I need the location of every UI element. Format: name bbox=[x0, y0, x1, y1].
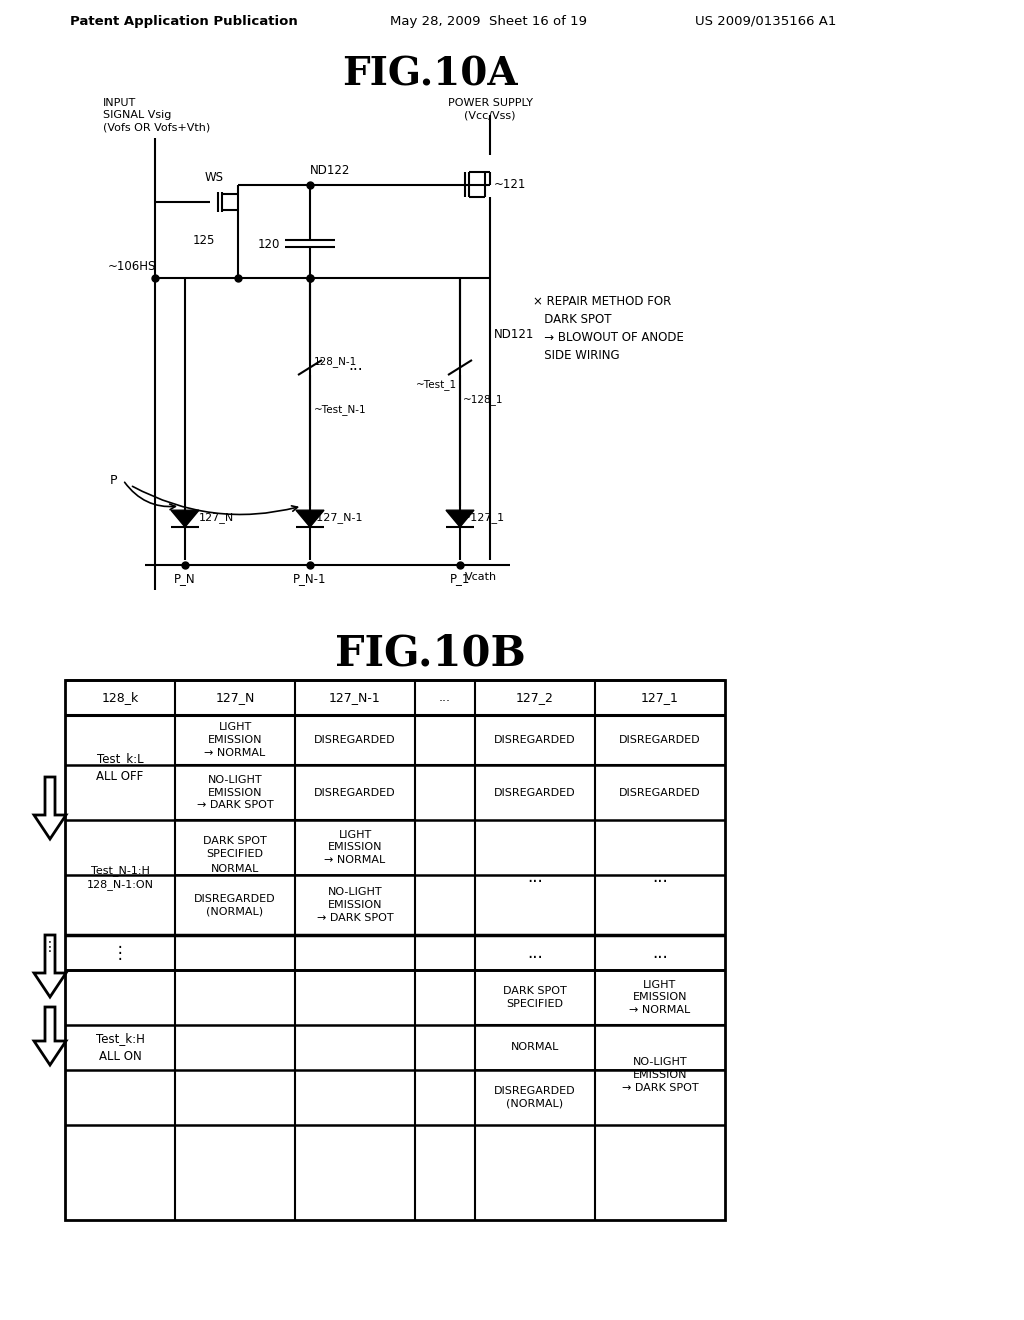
Text: ~127_1: ~127_1 bbox=[462, 512, 505, 524]
Text: DARK SPOT
SPECIFIED: DARK SPOT SPECIFIED bbox=[503, 986, 567, 1008]
Text: NORMAL: NORMAL bbox=[211, 865, 259, 874]
Text: ...: ... bbox=[527, 869, 543, 887]
Text: 127_1: 127_1 bbox=[641, 690, 679, 704]
Text: P: P bbox=[110, 474, 118, 487]
Text: 127_2: 127_2 bbox=[516, 690, 554, 704]
Text: Patent Application Publication: Patent Application Publication bbox=[70, 15, 298, 28]
Text: 128_k: 128_k bbox=[101, 690, 138, 704]
Text: P_N: P_N bbox=[174, 572, 196, 585]
Text: P_N-1: P_N-1 bbox=[293, 572, 327, 585]
Polygon shape bbox=[171, 511, 199, 527]
Text: × REPAIR METHOD FOR
   DARK SPOT
   → BLOWOUT OF ANODE
   SIDE WIRING: × REPAIR METHOD FOR DARK SPOT → BLOWOUT … bbox=[534, 294, 684, 362]
Text: Vcath: Vcath bbox=[465, 572, 497, 582]
Text: INPUT
SIGNAL Vsig
(Vofs OR Vofs+Vth): INPUT SIGNAL Vsig (Vofs OR Vofs+Vth) bbox=[103, 98, 210, 133]
Text: FIG.10A: FIG.10A bbox=[342, 55, 518, 92]
Polygon shape bbox=[34, 1007, 66, 1065]
Text: Test_k:H
ALL ON: Test_k:H ALL ON bbox=[95, 1032, 144, 1063]
Text: NO-LIGHT
EMISSION
→ DARK SPOT: NO-LIGHT EMISSION → DARK SPOT bbox=[622, 1057, 698, 1093]
Text: DISREGARDED: DISREGARDED bbox=[495, 735, 575, 744]
Text: 127_N: 127_N bbox=[199, 512, 234, 524]
Text: May 28, 2009  Sheet 16 of 19: May 28, 2009 Sheet 16 of 19 bbox=[390, 15, 587, 28]
Text: Test_N-1:H
128_N-1:ON: Test_N-1:H 128_N-1:ON bbox=[86, 865, 154, 890]
Bar bbox=[65, 680, 725, 1220]
Text: NO-LIGHT
EMISSION
→ DARK SPOT: NO-LIGHT EMISSION → DARK SPOT bbox=[197, 775, 273, 810]
Text: ND122: ND122 bbox=[310, 164, 350, 177]
Text: FIG.10B: FIG.10B bbox=[335, 632, 525, 675]
Text: ⋮: ⋮ bbox=[112, 944, 128, 961]
Text: 127_N: 127_N bbox=[215, 690, 255, 704]
Text: ...: ... bbox=[348, 358, 362, 372]
Text: ...: ... bbox=[652, 944, 668, 961]
Text: 127_N-1: 127_N-1 bbox=[329, 690, 381, 704]
Text: 125: 125 bbox=[193, 234, 215, 247]
Text: DISREGARDED: DISREGARDED bbox=[314, 735, 396, 744]
Text: 120: 120 bbox=[258, 238, 280, 251]
Text: ~106HS: ~106HS bbox=[108, 260, 157, 273]
Text: ⋮: ⋮ bbox=[43, 940, 57, 954]
Text: DISREGARDED: DISREGARDED bbox=[314, 788, 396, 797]
Text: DISREGARDED
(NORMAL): DISREGARDED (NORMAL) bbox=[495, 1086, 575, 1109]
Text: ND121: ND121 bbox=[494, 329, 535, 342]
Text: ~Test_N-1: ~Test_N-1 bbox=[314, 404, 367, 416]
Text: ~127_N-1: ~127_N-1 bbox=[308, 512, 364, 524]
Text: LIGHT
EMISSION
→ NORMAL: LIGHT EMISSION → NORMAL bbox=[205, 722, 265, 758]
Text: LIGHT
EMISSION
→ NORMAL: LIGHT EMISSION → NORMAL bbox=[325, 830, 386, 866]
Text: NORMAL: NORMAL bbox=[511, 1043, 559, 1052]
Text: US 2009/0135166 A1: US 2009/0135166 A1 bbox=[695, 15, 837, 28]
Polygon shape bbox=[34, 777, 66, 840]
Text: DARK SPOT
SPECIFIED: DARK SPOT SPECIFIED bbox=[203, 837, 267, 859]
Text: LIGHT
EMISSION
→ NORMAL: LIGHT EMISSION → NORMAL bbox=[630, 979, 690, 1015]
Text: ~128_1: ~128_1 bbox=[463, 395, 504, 405]
Text: DISREGARDED: DISREGARDED bbox=[495, 788, 575, 797]
Text: ~121: ~121 bbox=[494, 178, 526, 191]
Text: P_1: P_1 bbox=[450, 572, 470, 585]
Text: DISREGARDED: DISREGARDED bbox=[620, 788, 700, 797]
Polygon shape bbox=[34, 935, 66, 997]
Text: Test_k:L
ALL OFF: Test_k:L ALL OFF bbox=[96, 752, 143, 783]
Text: 128_N-1: 128_N-1 bbox=[314, 356, 357, 367]
Text: NO-LIGHT
EMISSION
→ DARK SPOT: NO-LIGHT EMISSION → DARK SPOT bbox=[316, 887, 393, 923]
Text: POWER SUPPLY
(Vcc/Vss): POWER SUPPLY (Vcc/Vss) bbox=[447, 98, 532, 120]
Text: ~Test_1: ~Test_1 bbox=[416, 380, 457, 391]
Text: ...: ... bbox=[527, 944, 543, 961]
Text: ...: ... bbox=[439, 690, 451, 704]
Text: ...: ... bbox=[652, 869, 668, 887]
Text: WS: WS bbox=[205, 172, 224, 183]
Text: DISREGARDED
(NORMAL): DISREGARDED (NORMAL) bbox=[195, 894, 275, 916]
Text: DISREGARDED: DISREGARDED bbox=[620, 735, 700, 744]
Polygon shape bbox=[296, 511, 324, 527]
Polygon shape bbox=[446, 511, 474, 527]
